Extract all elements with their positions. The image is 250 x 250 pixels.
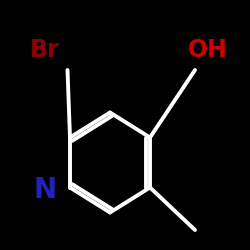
Text: OH: OH [188,38,228,62]
Text: Br: Br [30,38,60,62]
Text: N: N [34,176,56,204]
